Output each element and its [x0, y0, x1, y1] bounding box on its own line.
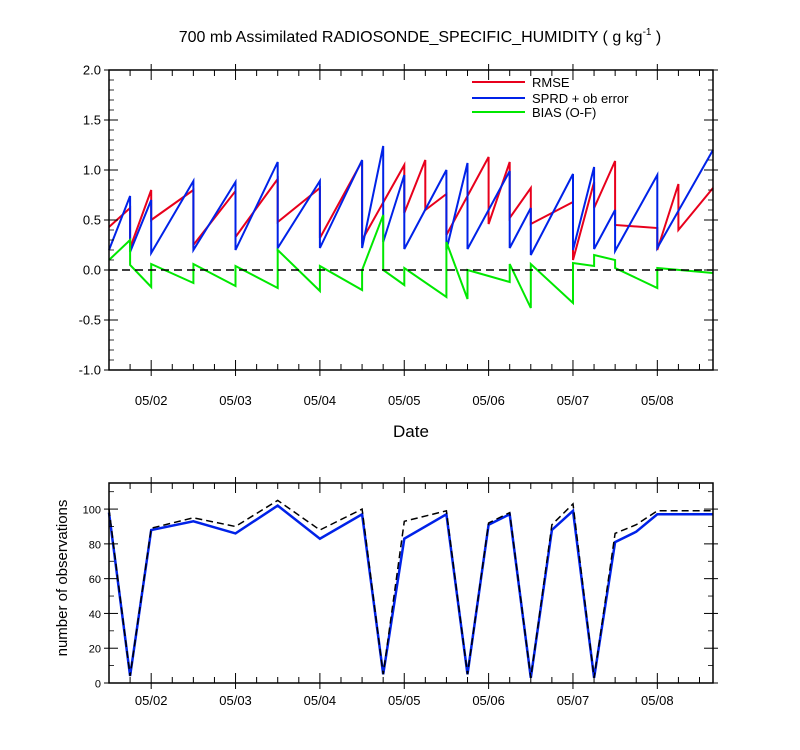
x-tick-label: 05/04: [304, 693, 337, 708]
top-panel: 2.0 1.5 1.0 0.5 0.0 -0.5 -1.0 05/02 05/03 05/04 05…: [79, 63, 718, 441]
y-tick-label: 60: [89, 574, 101, 586]
series-line-rmse: [108, 156, 714, 261]
x-tick-label: 05/02: [135, 393, 168, 408]
x-tick-label: 05/06: [472, 393, 505, 408]
chart-title: 700 mb Assimilated RADIOSONDE_SPECIFIC_H…: [179, 27, 662, 46]
x-tick-label: 05/07: [557, 693, 590, 708]
x-tick-label: 05/05: [388, 693, 421, 708]
legend: RMSE SPRD + ob error BIAS (O-F): [472, 75, 629, 120]
y-tick-label: 80: [89, 539, 101, 551]
bottom-panel: 100 80 60 40 20 0 05/02 05/03 05/04 05/05 05/06 05/…: [54, 477, 718, 708]
y-tick-label: -1.0: [79, 363, 101, 378]
series-line-sprd: [108, 145, 714, 257]
y-tick-label: 0: [95, 679, 101, 691]
x-axis-label: Date: [393, 422, 429, 441]
legend-bias-label: BIAS (O-F): [532, 105, 596, 120]
bottom-plot-frame: [108, 482, 714, 684]
x-tick-label: 05/08: [641, 693, 674, 708]
series-line-used: [107, 504, 713, 678]
y-tick-label: 40: [89, 609, 101, 621]
y-tick-label: -0.5: [79, 313, 101, 328]
x-tick-label: 05/07: [557, 393, 590, 408]
y-tick-label: 1.5: [83, 113, 101, 128]
x-tick-label: 05/03: [219, 393, 252, 408]
y-tick-label: 2.0: [83, 63, 101, 78]
y-tick-label: 0.5: [83, 213, 101, 228]
y-tick-label: 100: [83, 505, 101, 517]
series-line-possible: [108, 499, 713, 678]
top-plot-frame: [108, 69, 714, 371]
y-axis-label: number of observations: [54, 500, 71, 657]
y-tick-label: 20: [89, 644, 101, 656]
legend-sprd-label: SPRD + ob error: [532, 91, 629, 106]
series-line-bias: [108, 214, 714, 309]
x-tick-label: 05/08: [641, 393, 674, 408]
y-tick-label: 0.0: [83, 263, 101, 278]
x-tick-label: 05/06: [472, 693, 505, 708]
legend-rmse-label: RMSE: [532, 75, 570, 90]
x-tick-label: 05/04: [304, 393, 337, 408]
x-tick-label: 05/05: [388, 393, 421, 408]
title-superscript: -1: [643, 27, 652, 38]
x-tick-label: 05/02: [135, 693, 168, 708]
x-tick-label: 05/03: [219, 693, 252, 708]
y-tick-label: 1.0: [83, 163, 101, 178]
